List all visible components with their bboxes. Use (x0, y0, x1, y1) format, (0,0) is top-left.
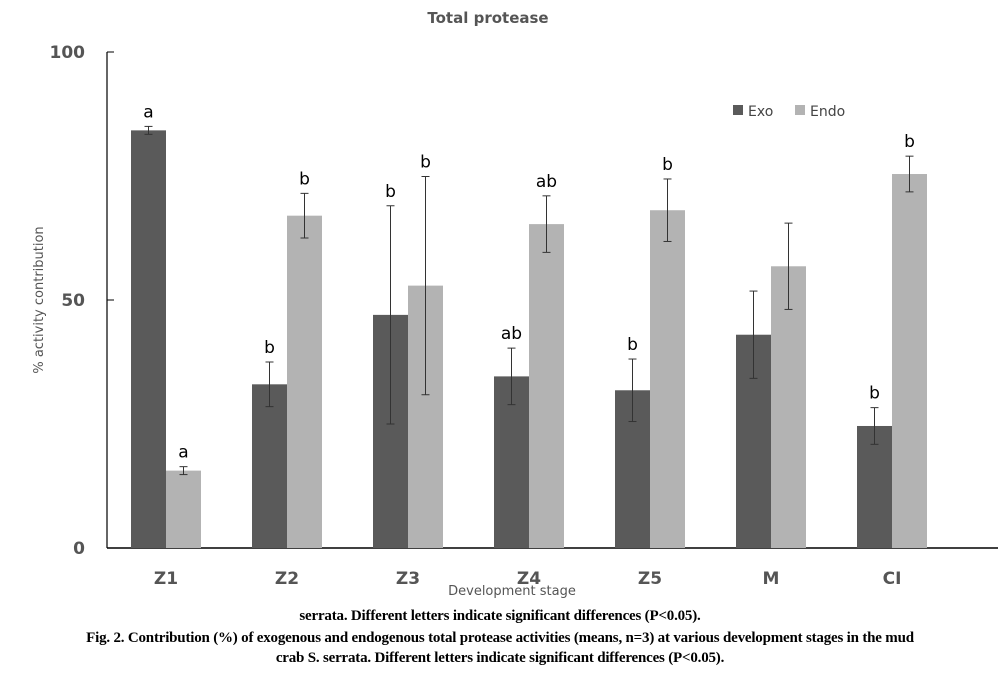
bar-endo (287, 215, 322, 548)
significance-letter: b (420, 152, 431, 172)
y-tick-label: 0 (73, 539, 85, 559)
y-axis-label: % activity contribution (32, 226, 47, 373)
bar-exo (252, 384, 287, 548)
significance-letter: a (143, 102, 153, 122)
legend-label-exo: Exo (748, 104, 773, 120)
significance-letter: b (662, 155, 673, 175)
legend-swatch-exo (733, 105, 743, 115)
significance-letter: b (869, 384, 880, 404)
bar-exo (857, 425, 892, 548)
bar-endo (892, 174, 927, 549)
legend-label-endo: Endo (810, 104, 845, 120)
significance-letter: b (627, 335, 638, 355)
caption-fragment: serrata. Different letters indicate sign… (299, 608, 701, 624)
bar-endo (650, 210, 685, 548)
y-tick-label: 100 (50, 43, 86, 63)
significance-letter: a (178, 443, 188, 463)
significance-letter: b (904, 132, 915, 152)
x-tick-label: CI (883, 569, 902, 589)
significance-letter: ab (536, 172, 557, 192)
bar-endo (529, 224, 564, 548)
x-axis-label: Development stage (448, 584, 576, 599)
bar-endo (771, 266, 806, 548)
bar-exo (131, 130, 166, 549)
significance-letter: b (385, 182, 396, 202)
significance-letter: ab (501, 324, 522, 344)
bar-chart: Total protease % activity contribution D… (32, 9, 998, 599)
x-tick-label: Z4 (517, 569, 541, 589)
significance-letter: b (299, 169, 310, 189)
figure-caption-line-1: Fig. 2. Contribution (%) of exogenous an… (86, 630, 914, 646)
significance-letter: b (264, 338, 275, 358)
x-tick-label: M (763, 569, 780, 589)
x-tick-label: Z3 (396, 569, 420, 589)
chart-title: Total protease (427, 9, 548, 27)
x-tick-label: Z5 (638, 569, 662, 589)
legend: Exo Endo (733, 104, 845, 120)
figure-caption-line-2: crab S. serrata. Different letters indic… (275, 650, 725, 666)
x-tick-label: Z2 (275, 569, 299, 589)
y-tick-label: 50 (61, 291, 85, 311)
x-tick-label: Z1 (154, 569, 178, 589)
bar-endo (166, 470, 201, 548)
legend-swatch-endo (795, 105, 805, 115)
